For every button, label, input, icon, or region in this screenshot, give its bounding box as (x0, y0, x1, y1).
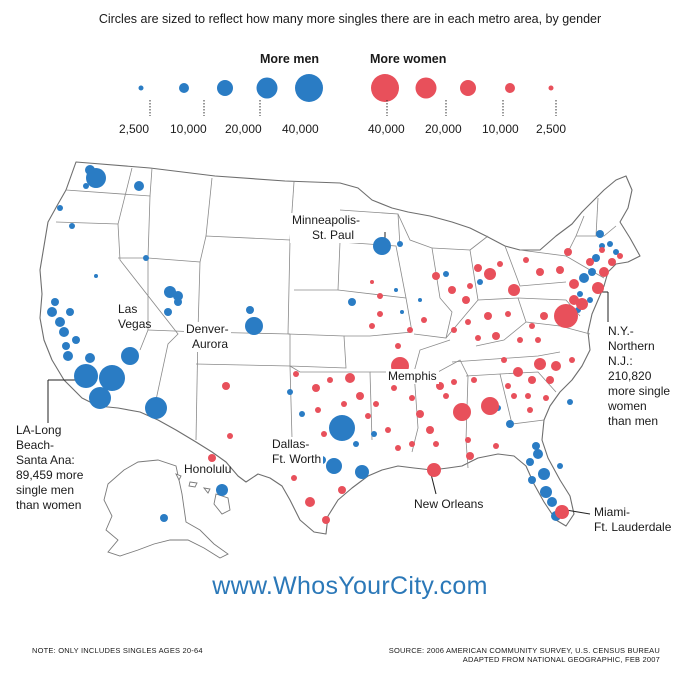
legend-more-men-title: More men (260, 52, 320, 66)
label-dallas: Dallas- Ft. Worth (270, 437, 324, 467)
callout-la-body-1: 89,459 more (16, 468, 84, 482)
website-url[interactable]: www.WhosYourCity.com (212, 572, 488, 600)
label-minneapolis: Minneapolis- St. Paul (290, 213, 363, 243)
callout-ny: N.Y.- Northern N.J.: 210,820 more single… (606, 324, 673, 429)
label-memphis: Memphis (386, 369, 439, 384)
callout-ny-title-3: N.J.: (608, 354, 633, 368)
legend-men-circle-10000 (179, 83, 189, 93)
men-metro-circles (47, 165, 619, 522)
callout-la-title-3: Santa Ana: (16, 453, 75, 467)
callout-ny-body-3: women (608, 399, 647, 413)
legend-women-circle-30000 (415, 77, 437, 99)
callout-leader-lines (47, 232, 609, 515)
callout-la-title-1: LA-Long (16, 423, 62, 437)
legend-women-tick-40000: 40,000 (368, 122, 405, 136)
legend-more-women-title: More women (370, 52, 447, 66)
legend-women-circle-2500 (548, 85, 554, 91)
legend-women-circle-40000 (371, 74, 399, 102)
source-line-1: Source: 2006 American Community Survey, … (388, 646, 660, 655)
legend-tick-marks (149, 100, 557, 116)
callout-ny-body-1: 210,820 (608, 369, 652, 383)
source-note: Source: 2006 American Community Survey, … (389, 646, 660, 664)
legend-men-tick-2500: 2,500 (119, 122, 150, 136)
us-outline (39, 161, 641, 535)
label-honolulu: Honolulu (184, 462, 232, 476)
legend-men-circles (138, 74, 323, 102)
callout-la: LA-Long Beach- Santa Ana: 89,459 more si… (14, 423, 86, 513)
label-las-vegas: Las Vegas (118, 302, 152, 331)
callout-la-body-3: than women (16, 498, 82, 512)
legend-men-tick-10000: 10,000 (170, 122, 207, 136)
legend-women-tick-2500: 2,500 (536, 122, 567, 136)
legend-women-circle-20000 (460, 80, 476, 96)
callout-la-title-2: Beach- (16, 438, 55, 452)
legend-women-tick-20000: 20,000 (425, 122, 462, 136)
label-new-orleans: New Orleans (412, 497, 486, 512)
women-metro-circles (208, 247, 623, 524)
legend-men-tick-40000: 40,000 (282, 122, 319, 136)
callout-ny-title-1: N.Y.- (608, 324, 634, 338)
alaska-outline (103, 459, 229, 559)
legend-men-circle-20000 (217, 80, 233, 96)
legend-men-circle-40000 (295, 74, 323, 102)
callout-ny-body-4: than men (608, 414, 659, 428)
hawaii-islands (175, 473, 231, 515)
label-miami: Miami- Ft. Lauderdale (592, 505, 674, 535)
footnote: Note: Only includes singles ages 20-64 (32, 646, 203, 655)
legend-men-tick-20000: 20,000 (225, 122, 262, 136)
map-subtitle: Circles are sized to reflect how many mo… (98, 12, 602, 26)
legend-men-circle-2500 (138, 85, 144, 91)
source-line-2: Adapted from National Geographic, Feb 20… (462, 655, 660, 664)
legend-women-circle-10000 (505, 83, 515, 93)
label-denver: Denver- Aurora (184, 322, 231, 352)
callout-ny-body-2: more single (608, 384, 671, 398)
callout-la-body-2: single men (16, 483, 75, 497)
legend-women-tick-10000: 10,000 (482, 122, 519, 136)
legend-men-circle-30000 (256, 77, 278, 99)
callout-ny-title-2: Northern (608, 339, 655, 353)
legend-women-circles (371, 74, 554, 102)
